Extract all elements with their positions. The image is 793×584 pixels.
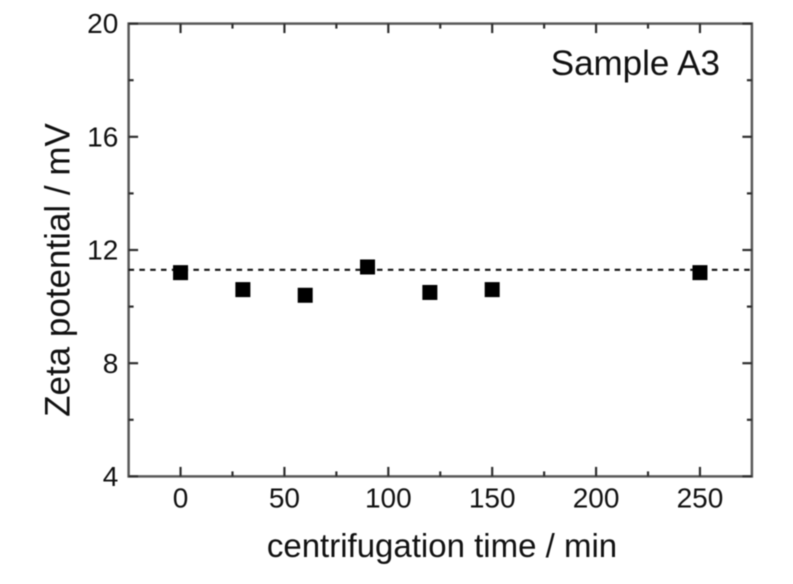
x-tick-label: 200 [573,483,620,514]
data-point-marker [692,265,708,281]
data-point-marker [297,287,313,303]
y-tick-label: 8 [103,348,119,379]
data-point-marker [422,284,438,300]
x-tick-label: 150 [469,483,516,514]
data-point-marker [173,265,189,281]
data-point-marker [235,282,251,298]
x-axis-title: centrifugation time / min [266,526,618,564]
y-axis-title: Zeta potential / mV [38,123,78,417]
data-point-marker [484,282,500,298]
y-tick-label: 4 [103,461,119,492]
sample-label: Sample A3 [550,44,720,83]
x-tick-label: 50 [269,483,300,514]
x-tick-label: 250 [677,483,724,514]
y-tick-label: 20 [87,8,118,39]
y-tick-label: 16 [87,121,118,152]
data-point-marker [360,259,376,275]
plot-frame [127,22,754,478]
x-tick-label: 0 [173,483,189,514]
y-tick-label: 12 [87,235,118,266]
x-tick-label: 100 [365,483,412,514]
